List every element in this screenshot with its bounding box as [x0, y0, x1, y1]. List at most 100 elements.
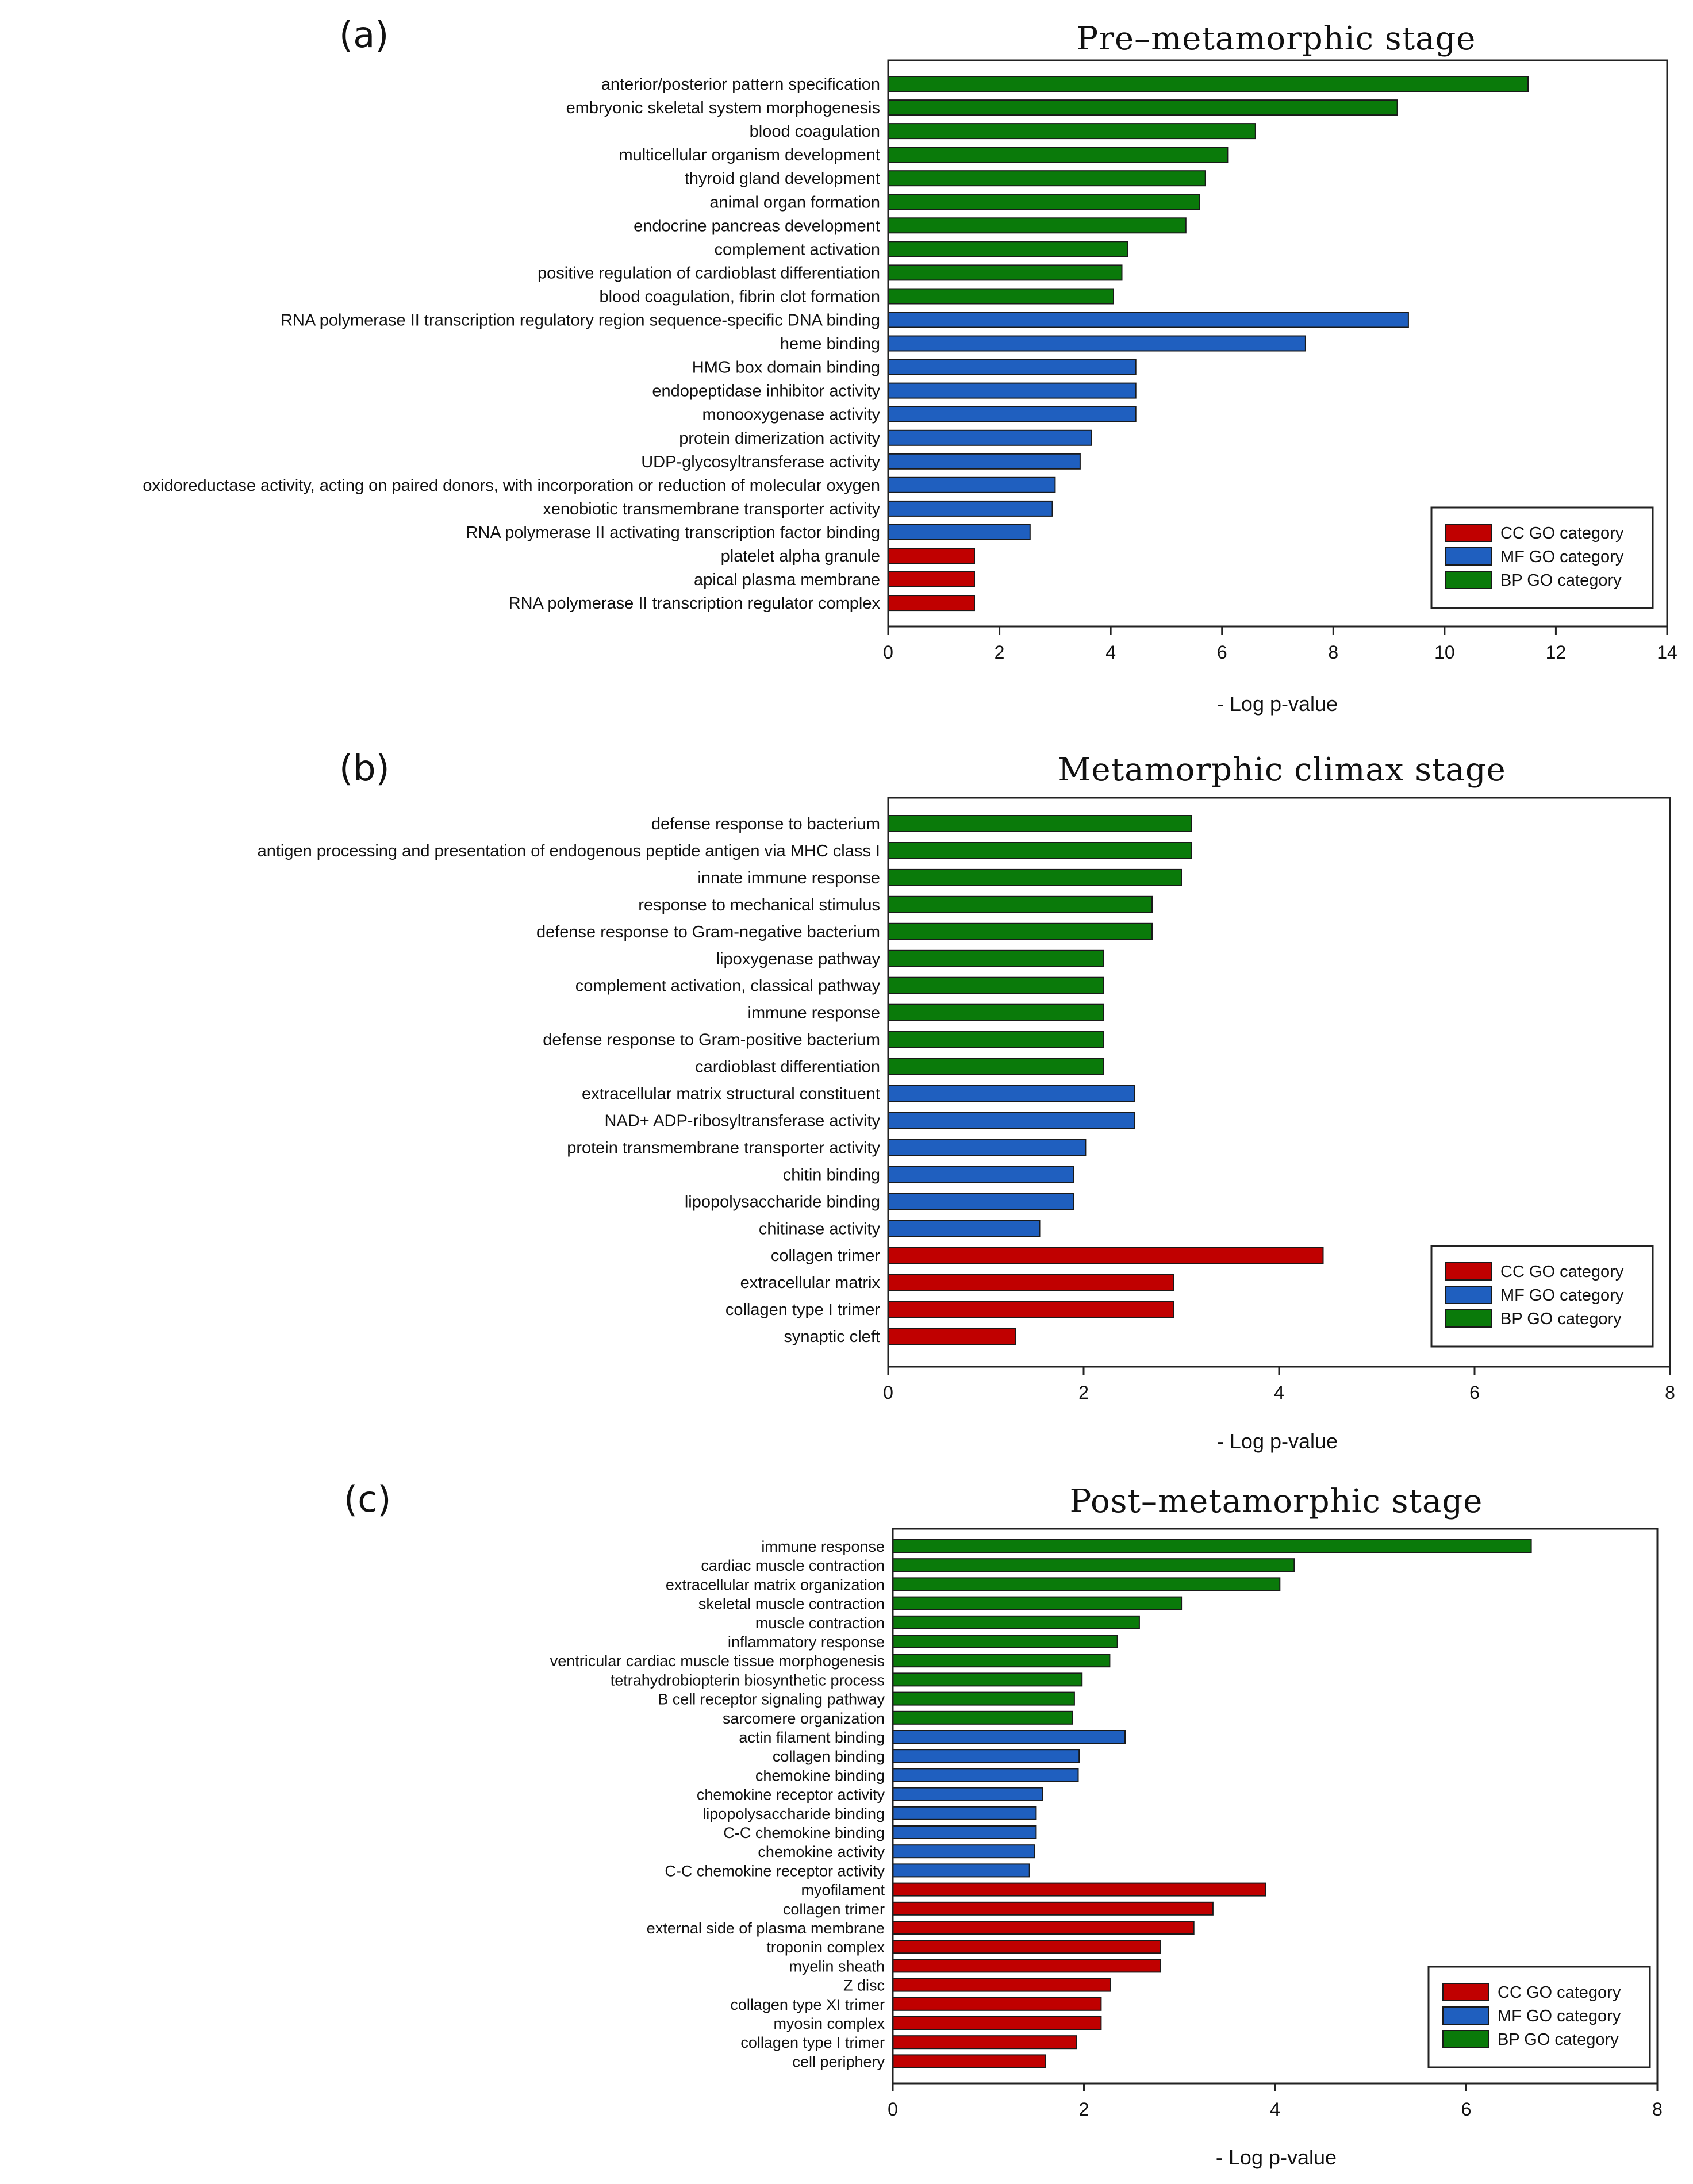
panel-a-category-label-20: RNA polymerase II activating transcripti…	[466, 524, 880, 542]
panel-c-category-label-5: muscle contraction	[755, 1614, 885, 1632]
panel-c-bar-11	[892, 1730, 1126, 1744]
panel-c-bar-20	[892, 1901, 1214, 1916]
panel-b-category-label-13: protein transmembrane transporter activi…	[567, 1139, 880, 1157]
panel-c-category-label-10: sarcomere organization	[723, 1710, 885, 1727]
panel-a-plot-frame	[887, 59, 1668, 628]
panel-c-category-label-15: lipopolysaccharide binding	[702, 1805, 885, 1822]
panel-b-category-label-10: cardioblast differentiation	[695, 1058, 880, 1076]
panel-c-title: Post–metamorphic stage	[1070, 1483, 1483, 1520]
panel-b-bar-15	[888, 1193, 1074, 1210]
panel-a-bar-12	[888, 335, 1306, 352]
panel-c-bar-25	[892, 1997, 1102, 2011]
panel-b: (b) Metamorphic climax stage defense res…	[258, 747, 1675, 1453]
panel-b-x-axis-title: - Log p-value	[1217, 1429, 1338, 1453]
panel-a-bar-13	[888, 359, 1137, 375]
panel-c-bar-5	[892, 1615, 1140, 1629]
panel-c-bar-13	[892, 1768, 1079, 1782]
panel-a-category-label-10: blood coagulation, fibrin clot formation	[600, 288, 880, 306]
panel-b-bars	[888, 815, 1324, 1345]
panel-c-bar-4	[892, 1596, 1183, 1610]
panel-b-category-label-4: response to mechanical stimulus	[638, 896, 880, 914]
panel-c-legend-label-bp: BP GO category	[1498, 2031, 1619, 2049]
panel-c-category-label-11: actin filament binding	[739, 1729, 885, 1746]
panel-a-bar-15	[888, 406, 1137, 422]
panel-c-bar-1	[892, 1539, 1532, 1553]
panel-a-bar-5	[888, 170, 1206, 187]
panel-a-legend: CC GO category MF GO category BP GO cate…	[1430, 506, 1654, 609]
panel-c-bar-21	[892, 1921, 1195, 1935]
panel-b-legend-swatch-cc	[1445, 1262, 1492, 1281]
panel-b-category-label-8: immune response	[748, 1004, 881, 1022]
panel-c-bar-15	[892, 1806, 1037, 1820]
panel-b-bar-20	[888, 1328, 1016, 1345]
panel-b-category-label-12: NAD+ ADP-ribosyltransferase activity	[605, 1112, 881, 1131]
panel-b-bar-16	[888, 1220, 1041, 1237]
panel-c-bar-27	[892, 2035, 1077, 2050]
panel-a-bar-7	[888, 217, 1187, 234]
panel-c-legend-swatch-bp	[1442, 2030, 1489, 2048]
panel-b-bar-10	[888, 1058, 1104, 1075]
panel-c-category-label-2: cardiac muscle contraction	[701, 1557, 885, 1574]
panel-a-category-label-2: embryonic skeletal system morphogenesis	[566, 99, 880, 117]
panel-a-bar-17	[888, 453, 1081, 470]
panel-c-category-label-24: Z disc	[843, 1977, 885, 1994]
panel-b-bar-14	[888, 1166, 1074, 1183]
panel-b-category-label-15: lipopolysaccharide binding	[685, 1193, 880, 1211]
panel-b-bar-17	[888, 1247, 1324, 1264]
panel-a-category-label-21: platelet alpha granule	[721, 547, 880, 566]
panel-c-bar-7	[892, 1654, 1111, 1668]
panel-a-category-label-14: endopeptidase inhibitor activity	[652, 382, 880, 401]
panel-a-category-label-12: heme binding	[780, 335, 880, 353]
panel-c-x-ticks: 0 2 4 6 8	[888, 2083, 1663, 2120]
panel-c-category-labels: immune response cardiac muscle contractio…	[550, 1538, 885, 2070]
panel-a-bar-19	[888, 500, 1053, 517]
panel-c-category-label-23: myelin sheath	[789, 1958, 885, 1975]
panel-a-category-label-13: HMG box domain binding	[692, 359, 880, 377]
panel-a-bar-9	[888, 264, 1123, 281]
panel-c-legend-label-mf: MF GO category	[1498, 2007, 1621, 2025]
panel-b-category-label-16: chitinase activity	[759, 1220, 881, 1238]
panel-a-x-tick-label-6: 6	[1217, 642, 1227, 663]
panel-b-category-label-18: extracellular matrix	[740, 1274, 881, 1292]
panel-a-legend-swatch-cc	[1445, 524, 1492, 542]
panel-c-bar-17	[892, 1844, 1035, 1859]
panel-b-legend-label-mf: MF GO category	[1500, 1286, 1624, 1305]
panel-a-category-label-23: RNA polymerase II transcription regulato…	[509, 594, 881, 613]
panel-b-bar-9	[888, 1031, 1104, 1048]
panel-b-category-labels: defense response to bacterium antigen pro…	[258, 815, 881, 1346]
panel-a-x-tick-label-4: 4	[1105, 642, 1116, 663]
panel-b-bar-5	[888, 922, 1153, 940]
panel-b-category-label-20: synaptic cleft	[784, 1328, 880, 1346]
panel-c-bar-8	[892, 1672, 1083, 1687]
panel-c-category-label-6: inflammatory response	[728, 1633, 885, 1651]
panel-b-bar-6	[888, 949, 1104, 967]
panel-a-x-axis-title: - Log p-value	[1217, 692, 1338, 716]
panel-b-x-tick-label-4: 4	[1274, 1382, 1284, 1403]
panel-c-bar-22	[892, 1940, 1161, 1954]
panel-a-title: Pre–metamorphic stage	[1077, 20, 1476, 57]
panel-c-category-label-1: immune response	[761, 1538, 885, 1555]
panel-b-bar-8	[888, 1003, 1104, 1021]
panel-c-bar-10	[892, 1710, 1073, 1725]
panel-a-x-ticks: 0 2 4 6 8 10 12 14	[883, 626, 1677, 663]
panel-a-legend-swatch-mf	[1445, 547, 1492, 566]
panel-b-category-label-17: collagen trimer	[771, 1247, 881, 1265]
panel-b-bar-19	[888, 1301, 1174, 1318]
panel-a-x-tick-label-2: 2	[995, 642, 1005, 663]
panel-c-bar-18	[892, 1863, 1030, 1878]
panel-b-legend-swatch-mf	[1445, 1286, 1492, 1304]
panel-b-legend-label-cc: CC GO category	[1500, 1263, 1624, 1281]
panel-a-bar-11	[888, 312, 1409, 328]
panel-c-letter: (c)	[344, 1478, 391, 1520]
panel-c-category-label-28: cell periphery	[792, 2053, 885, 2070]
panel-c-category-label-22: troponin complex	[766, 1939, 885, 1956]
panel-a-category-label-6: animal organ formation	[709, 193, 880, 212]
panel-b-title: Metamorphic climax stage	[1058, 751, 1506, 789]
panel-a-category-label-11: RNA polymerase II transcription regulato…	[281, 312, 880, 330]
panel-b-bar-18	[888, 1274, 1174, 1291]
panel-c-category-label-26: myosin complex	[773, 2015, 885, 2032]
panel-b-bar-1	[888, 815, 1192, 832]
panel-b-x-ticks: 0 2 4 6 8	[883, 1367, 1675, 1403]
panel-a-x-tick-label-12: 12	[1546, 642, 1567, 663]
